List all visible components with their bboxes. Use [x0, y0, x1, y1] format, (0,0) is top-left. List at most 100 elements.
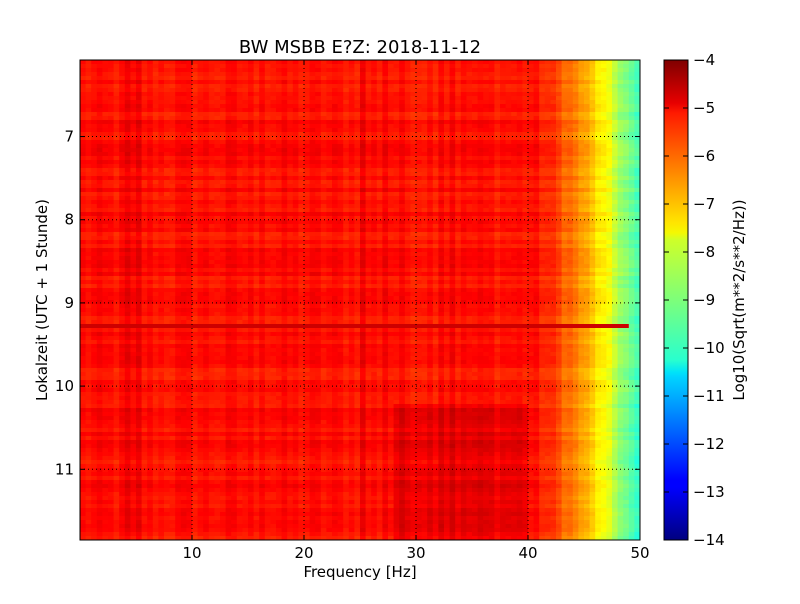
spectrogram-cell [505, 212, 512, 217]
spectrogram-cell [533, 76, 540, 81]
spectrogram-cell [119, 64, 126, 69]
spectrogram-cell [242, 184, 249, 189]
spectrogram-cell [432, 104, 439, 109]
spectrogram-cell [270, 180, 277, 185]
spectrogram-cell [80, 108, 87, 113]
spectrogram-cell [158, 236, 165, 241]
spectrogram-cell [242, 192, 249, 197]
spectrogram-cell [164, 112, 171, 117]
spectrogram-cell [376, 128, 383, 133]
spectrogram-cell [505, 140, 512, 145]
spectrogram-cell [533, 64, 540, 69]
spectrogram-cell [276, 176, 283, 181]
spectrogram-cell [236, 228, 243, 233]
spectrogram-cell [612, 244, 619, 249]
spectrogram-cell [281, 132, 288, 137]
spectrogram-cell [242, 164, 249, 169]
spectrogram-cell [376, 88, 383, 93]
spectrogram-cell [276, 228, 283, 233]
spectrogram-cell [158, 160, 165, 165]
spectrogram-cell [600, 72, 607, 77]
spectrogram-cell [197, 220, 204, 225]
spectrogram-cell [287, 244, 294, 249]
spectrogram-cell [315, 120, 322, 125]
spectrogram-cell [365, 116, 372, 121]
spectrogram-cell [623, 224, 630, 229]
spectrogram-cell [438, 116, 445, 121]
spectrogram-cell [584, 252, 591, 257]
spectrogram-cell [270, 64, 277, 69]
spectrogram-cell [225, 148, 232, 153]
spectrogram-cell [589, 88, 596, 93]
spectrogram-cell [141, 92, 148, 97]
spectrogram-cell [505, 188, 512, 193]
spectrogram-cell [348, 252, 355, 257]
spectrogram-cell [399, 68, 406, 73]
spectrogram-cell [365, 216, 372, 221]
spectrogram-cell [152, 64, 159, 69]
spectrogram-cell [365, 140, 372, 145]
spectrogram-cell [298, 72, 305, 77]
spectrogram-cell [371, 136, 378, 141]
spectrogram-cell [102, 100, 109, 105]
spectrogram-cell [270, 104, 277, 109]
spectrogram-cell [292, 180, 299, 185]
spectrogram-cell [438, 188, 445, 193]
spectrogram-cell [309, 96, 316, 101]
spectrogram-cell [561, 256, 568, 261]
spectrogram-cell [315, 200, 322, 205]
spectrogram-cell [180, 120, 187, 125]
spectrogram-cell [511, 156, 518, 161]
spectrogram-cell [292, 192, 299, 197]
spectrogram-cell [253, 140, 260, 145]
spectrogram-cell [343, 240, 350, 245]
spectrogram-cell [376, 108, 383, 113]
spectrogram-cell [399, 220, 406, 225]
spectrogram-cell [332, 224, 339, 229]
spectrogram-cell [264, 104, 271, 109]
spectrogram-cell [208, 188, 215, 193]
spectrogram-cell [567, 220, 574, 225]
spectrogram-cell [337, 208, 344, 213]
spectrogram-cell [124, 256, 131, 261]
spectrogram-cell [276, 152, 283, 157]
spectrogram-cell [516, 236, 523, 241]
spectrogram-cell [141, 200, 148, 205]
spectrogram-cell [354, 84, 361, 89]
spectrogram-cell [404, 172, 411, 177]
spectrogram-cell [276, 172, 283, 177]
spectrogram-cell [472, 136, 479, 141]
spectrogram-cell [292, 116, 299, 121]
spectrogram-cell [488, 104, 495, 109]
spectrogram-cell [388, 208, 395, 213]
spectrogram-cell [175, 172, 182, 177]
spectrogram-cell [421, 168, 428, 173]
spectrogram-cell [326, 192, 333, 197]
spectrogram-cell [354, 80, 361, 85]
spectrogram-cell [550, 180, 557, 185]
spectrogram-cell [494, 84, 501, 89]
spectrogram-cell [287, 196, 294, 201]
spectrogram-cell [500, 144, 507, 149]
spectrogram-cell [393, 256, 400, 261]
spectrogram-cell [634, 176, 640, 181]
spectrogram-cell [460, 184, 467, 189]
spectrogram-cell [634, 100, 640, 105]
spectrogram-cell [572, 220, 579, 225]
spectrogram-cell [248, 160, 255, 165]
spectrogram-cell [472, 184, 479, 189]
spectrogram-cell [158, 204, 165, 209]
spectrogram-cell [326, 96, 333, 101]
spectrogram-cell [113, 196, 120, 201]
spectrogram-cell [561, 240, 568, 245]
spectrogram-cell [197, 172, 204, 177]
spectrogram-cell [561, 152, 568, 157]
spectrogram-cell [80, 100, 87, 105]
spectrogram-cell [253, 200, 260, 205]
spectrogram-cell [505, 112, 512, 117]
spectrogram-cell [606, 212, 613, 217]
spectrogram-cell [354, 228, 361, 233]
spectrogram-cell [449, 192, 456, 197]
spectrogram-cell [175, 152, 182, 157]
spectrogram-cell [494, 124, 501, 129]
